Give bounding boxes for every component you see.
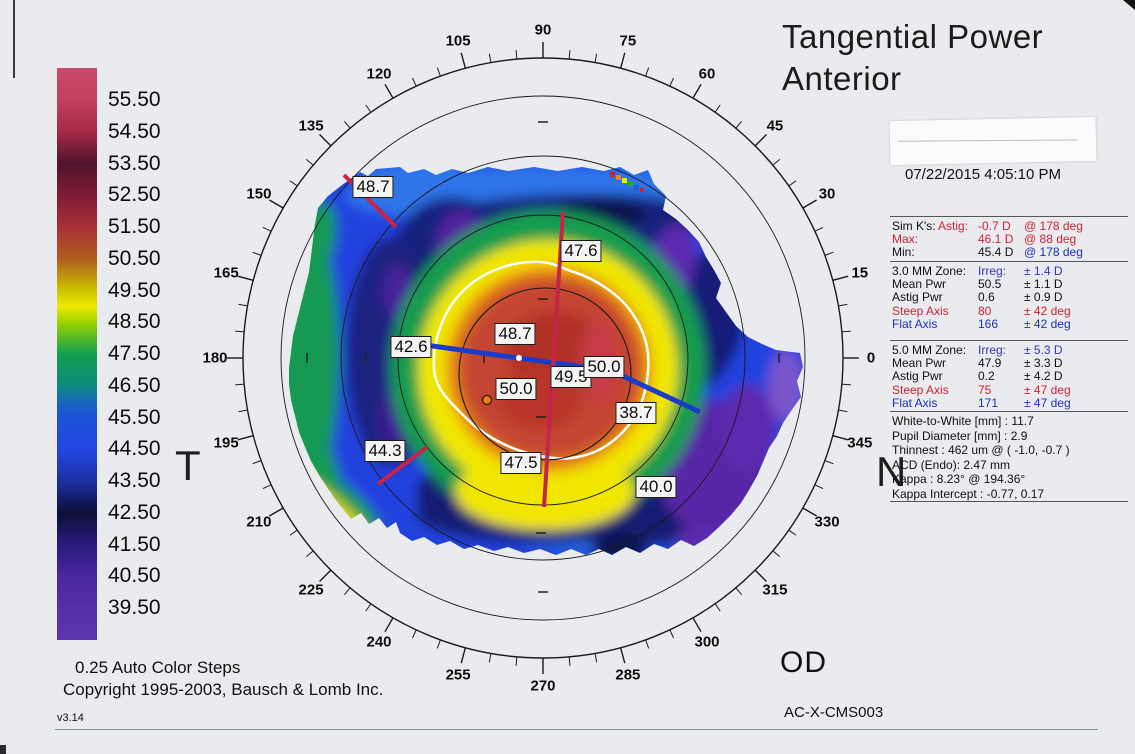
heatmap-blobs	[289, 167, 803, 555]
apex-dot	[516, 355, 522, 361]
steep-axis-tick-lower-left	[376, 445, 429, 486]
dial-ticks	[227, 42, 859, 674]
steep-axis-line	[542, 211, 565, 508]
pupil-contour	[432, 260, 650, 460]
edge-artifact-pixels	[610, 172, 644, 192]
thinnest-point-dot	[481, 394, 493, 406]
